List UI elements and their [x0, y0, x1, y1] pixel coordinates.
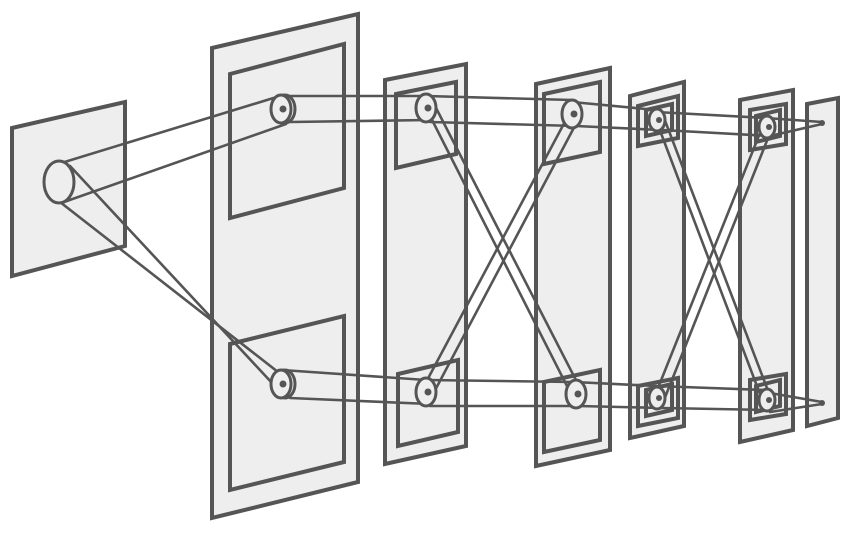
- output-bottom-node-dot: [819, 400, 825, 406]
- edge-l4-l5-cross-down-b: [662, 116, 772, 398]
- l2-bottom-node-dot: [424, 388, 432, 396]
- l1-top-node-dot: [279, 105, 287, 113]
- edge-l4-l5-top-a: [654, 110, 768, 120]
- edge-l4-l5-top-b: [660, 128, 772, 138]
- edge-l3-l4-top-b: [574, 124, 662, 132]
- l4-top-node-dot: [656, 117, 662, 123]
- lens-nodes: [42, 92, 825, 413]
- edge-l2-l3-cross-down-b: [432, 102, 582, 390]
- edge-l5-out-top-b: [768, 122, 824, 138]
- edge-l1-l2-bottom-b: [288, 396, 432, 406]
- edge-l2-l3-cross-up-b: [430, 118, 580, 398]
- layer-1-top-map: [228, 41, 346, 221]
- edge-l4-l5-cross-up-a: [652, 126, 764, 400]
- l2-top-node-dot: [424, 104, 432, 112]
- edge-l3-l4-bottom-b: [576, 404, 664, 410]
- edge-input-to-l1-top-b: [62, 122, 288, 204]
- edge-l2-l3-top-b: [428, 120, 578, 128]
- edge-l4-l5-bottom-a: [654, 384, 766, 392]
- l3-bottom-node-dot: [574, 390, 582, 398]
- l5-top-node-dot: [766, 124, 772, 130]
- edge-input-to-l1-bottom-a: [58, 200, 280, 374]
- edge-l2-l3-top-a: [424, 94, 574, 102]
- input-lens: [42, 159, 76, 205]
- output-layer-panel: [805, 95, 840, 429]
- connection-lines: [56, 94, 824, 414]
- edge-l4-l5-cross-down-a: [654, 118, 762, 396]
- edge-input-to-l1-bottom-b: [68, 164, 288, 400]
- edge-l2-l3-bottom-a: [424, 378, 574, 384]
- edge-l4-l5-bottom-b: [660, 406, 772, 412]
- l5-bottom-node-dot: [766, 397, 772, 403]
- edge-l5-out-top-a: [764, 116, 824, 124]
- layer-2-top-map: [394, 79, 458, 171]
- edge-l3-l4-top-a: [570, 100, 658, 112]
- edge-l1-l2-top-b: [288, 118, 432, 124]
- edge-l1-l2-bottom-a: [280, 368, 428, 382]
- layer-1-bottom-map: [228, 313, 346, 493]
- edge-l4-l5-cross-up-b: [662, 126, 774, 402]
- layer-3-panel: [534, 65, 612, 469]
- edge-input-to-l1-top-a: [56, 94, 282, 166]
- l3-top-node-dot: [570, 110, 578, 118]
- l4-bottom-node-dot: [656, 395, 662, 401]
- edge-l2-l3-cross-up-a: [422, 114, 570, 388]
- l1-bottom-node-dot: [279, 380, 287, 388]
- edge-l3-l4-bottom-a: [572, 380, 658, 388]
- output-top-node-dot: [819, 120, 825, 126]
- edge-l5-out-bottom-b: [768, 402, 824, 414]
- layer-4-panel: [628, 79, 686, 441]
